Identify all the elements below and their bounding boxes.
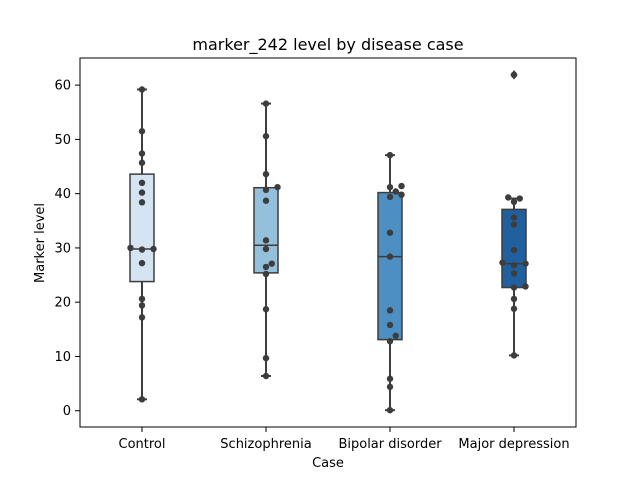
data-point xyxy=(505,194,512,201)
data-point xyxy=(386,383,394,391)
x-tick-label: Schizophrenia xyxy=(220,437,311,452)
data-point xyxy=(510,71,518,79)
data-point xyxy=(138,128,146,135)
data-point xyxy=(510,198,518,206)
data-point xyxy=(127,244,134,252)
data-point xyxy=(262,263,270,271)
data-point xyxy=(262,270,270,278)
data-point xyxy=(138,199,146,206)
data-point xyxy=(150,245,157,253)
data-point xyxy=(138,396,146,403)
data-point xyxy=(268,260,275,267)
y-tick-label: 30 xyxy=(54,241,71,256)
y-axis-label: Marker level xyxy=(33,203,48,283)
data-point xyxy=(262,306,270,313)
data-point xyxy=(138,150,146,157)
data-point xyxy=(138,179,146,187)
data-point xyxy=(138,314,146,321)
y-tick-label: 20 xyxy=(54,296,71,311)
data-point xyxy=(274,183,281,191)
data-point xyxy=(386,307,394,314)
data-point xyxy=(386,229,394,236)
data-point xyxy=(510,352,518,359)
x-tick-label: Major depression xyxy=(458,437,569,452)
data-point xyxy=(262,170,270,178)
data-point xyxy=(262,197,270,204)
data-point xyxy=(522,260,529,267)
data-point xyxy=(386,321,394,329)
data-point xyxy=(392,332,399,340)
data-point xyxy=(138,302,146,309)
data-point xyxy=(262,100,270,107)
data-point xyxy=(510,246,518,254)
data-point xyxy=(138,246,146,253)
data-point xyxy=(386,193,394,201)
plot-frame xyxy=(79,57,577,428)
data-point xyxy=(510,262,518,269)
data-point xyxy=(398,191,405,198)
data-point xyxy=(386,183,394,191)
data-point xyxy=(262,354,270,362)
data-point xyxy=(262,186,270,194)
data-point xyxy=(510,270,518,277)
data-point xyxy=(262,372,270,380)
box-body xyxy=(377,191,403,341)
data-point xyxy=(262,132,270,140)
y-tick-label: 60 xyxy=(54,79,71,94)
data-point xyxy=(386,375,394,382)
data-point xyxy=(392,188,399,195)
x-tick-label: Bipolar disorder xyxy=(338,437,442,452)
y-tick-label: 40 xyxy=(54,187,71,202)
data-point xyxy=(398,182,405,190)
data-point xyxy=(522,283,529,290)
data-point xyxy=(510,221,518,228)
data-point xyxy=(386,338,394,345)
x-axis-label: Case xyxy=(312,456,344,471)
data-point xyxy=(510,284,518,291)
data-point xyxy=(386,253,394,260)
chart-title: marker_242 level by disease case xyxy=(192,35,463,55)
data-point xyxy=(516,195,523,202)
data-point xyxy=(510,305,518,312)
y-tick-label: 0 xyxy=(63,404,71,419)
data-point xyxy=(386,406,394,414)
data-point xyxy=(386,151,394,159)
data-point xyxy=(138,189,146,196)
data-point xyxy=(262,245,270,253)
data-point xyxy=(499,259,506,266)
data-point xyxy=(138,259,146,267)
data-point xyxy=(510,214,518,221)
data-point xyxy=(138,159,146,166)
data-point xyxy=(510,295,518,303)
data-point xyxy=(138,86,146,93)
y-tick-label: 50 xyxy=(54,133,71,148)
x-tick-label: Control xyxy=(119,437,166,452)
y-tick-label: 10 xyxy=(54,350,71,365)
data-point xyxy=(262,237,270,244)
data-point xyxy=(138,295,146,303)
